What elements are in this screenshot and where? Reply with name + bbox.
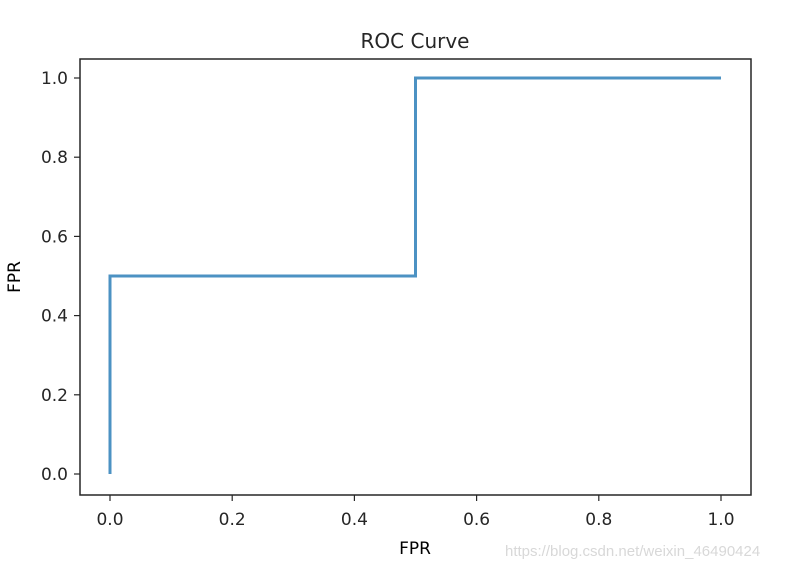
x-tick-label: 0.2	[219, 510, 246, 530]
plot-frame	[79, 58, 752, 496]
y-tick-label: 0.8	[41, 148, 68, 168]
x-tick-label: 0.8	[585, 510, 612, 530]
x-tick-label: 1.0	[707, 510, 734, 530]
y-tick-label: 0.2	[41, 386, 68, 406]
chart-title: ROC Curve	[361, 29, 470, 53]
y-tick-label: 1.0	[41, 69, 68, 89]
y-tick-label: 0.4	[41, 307, 68, 327]
x-axis-label: FPR	[399, 539, 431, 559]
y-axis-label: FPR	[5, 261, 25, 293]
y-tick-label: 0.0	[41, 465, 68, 485]
watermark: https://blog.csdn.net/weixin_46490424	[505, 543, 761, 560]
x-tick-label: 0.0	[96, 510, 123, 530]
y-tick-label: 0.6	[41, 227, 68, 247]
x-tick-label: 0.4	[341, 510, 368, 530]
roc-curve-line	[108, 76, 721, 474]
x-tick-label: 0.6	[463, 510, 490, 530]
